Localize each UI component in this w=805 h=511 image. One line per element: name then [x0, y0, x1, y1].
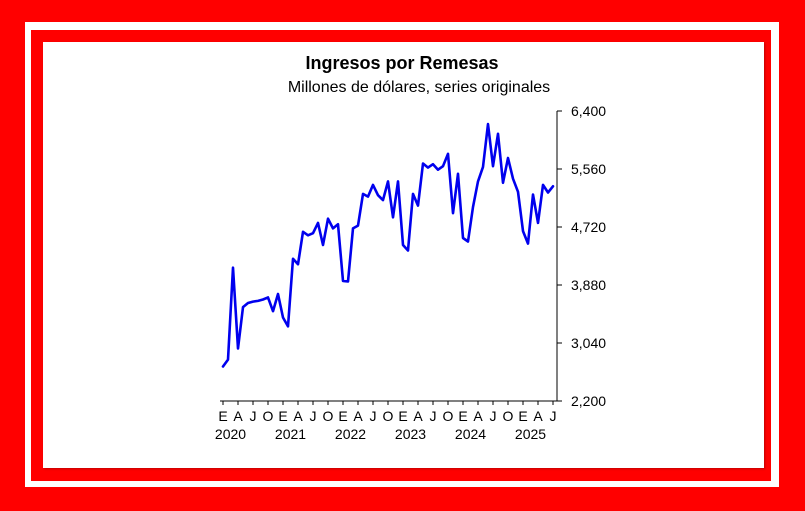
x-tick-label: J [250, 408, 257, 424]
x-year-label: 2025 [515, 426, 546, 442]
x-tick-label: A [473, 408, 483, 424]
x-tick-label: O [323, 408, 334, 424]
series-line [221, 122, 555, 368]
x-year-label: 2020 [215, 426, 246, 442]
x-tick-label: E [338, 408, 347, 424]
y-tick-label: 3,880 [571, 277, 606, 293]
x-tick-label: A [533, 408, 543, 424]
x-tick-label: A [353, 408, 363, 424]
x-tick-label: A [233, 408, 243, 424]
x-tick-label: O [383, 408, 394, 424]
x-tick-label: O [263, 408, 274, 424]
x-tick-label: O [443, 408, 454, 424]
y-tick-label: 4,720 [571, 219, 606, 235]
x-tick-label: E [278, 408, 287, 424]
x-tick-label: A [413, 408, 423, 424]
remittances-line-chart: Ingresos por Remesas Millones de dólares… [215, 53, 606, 442]
x-tick-label: J [310, 408, 317, 424]
x-year-label: 2024 [455, 426, 486, 442]
y-tick-label: 6,400 [571, 103, 606, 119]
x-year-label: 2021 [275, 426, 306, 442]
x-tick-label: J [550, 408, 557, 424]
x-tick-label: J [490, 408, 497, 424]
x-year-label: 2023 [395, 426, 426, 442]
x-tick-label: J [430, 408, 437, 424]
x-tick-label: J [370, 408, 377, 424]
y-tick-label: 2,200 [571, 393, 606, 409]
chart-title: Ingresos por Remesas [305, 53, 498, 73]
x-tick-label: E [218, 408, 227, 424]
chart-panel: Ingresos por Remesas Millones de dólares… [43, 42, 764, 468]
x-tick-label: A [293, 408, 303, 424]
x-tick-label: E [398, 408, 407, 424]
x-tick-label: E [458, 408, 467, 424]
y-tick-label: 5,560 [571, 161, 606, 177]
x-year-label: 2022 [335, 426, 366, 442]
x-tick-label: O [503, 408, 514, 424]
chart-subtitle: Millones de dólares, series originales [288, 79, 550, 96]
y-tick-label: 3,040 [571, 335, 606, 351]
series-layer [221, 122, 555, 368]
x-tick-label: E [518, 408, 527, 424]
